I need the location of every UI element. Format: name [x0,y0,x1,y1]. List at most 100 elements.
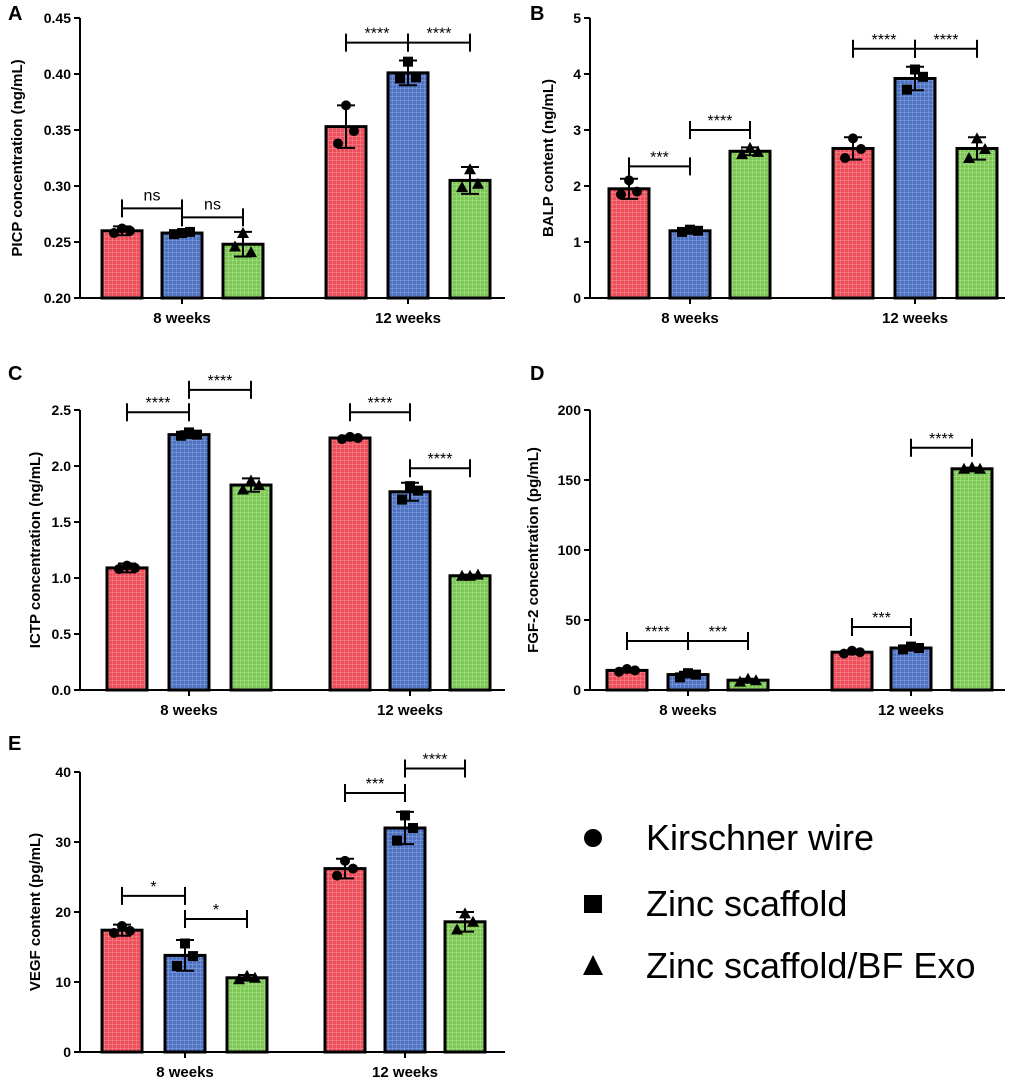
significance-label: * [150,879,156,896]
bar-c-8weeks-series2 [229,483,273,692]
y-axis-label: VEGF content (pg/mL) [27,833,44,991]
data-point-circle [337,434,347,445]
y-axis-label: PICP concentration (ng/mL) [9,59,26,256]
y-tick-label: 0.30 [44,178,71,194]
y-tick-label: 0 [573,682,581,698]
y-tick-label: 30 [55,834,71,850]
data-point-square [411,72,421,83]
data-point-square [405,481,415,492]
significance-bracket: *** [344,776,406,802]
panel-c: C ICTP concentration (ng/mL) 0.0 0.5 1.0 1.5 2… [8,363,505,719]
significance-bracket: **** [345,26,409,52]
data-point-circle [856,144,866,155]
y-tick-label: 40 [55,764,71,780]
bar-d-12weeks-series2 [950,467,994,692]
data-point-square [188,951,198,962]
data-point-circle [117,921,127,931]
bar-e-8weeks-series0 [100,928,144,1054]
data-point-square [910,64,920,75]
significance-label: **** [423,752,448,769]
y-tick-label: 0.25 [44,234,71,250]
significance-label: **** [934,32,959,49]
bar-d-12weeks-series1 [889,646,933,692]
data-point-square [691,669,701,680]
data-point-triangle [456,569,468,581]
significance-label: *** [872,610,891,627]
significance-bracket: **** [407,26,471,52]
significance-label: **** [427,26,452,43]
y-axis-label: FGF-2 concentration (pg/mL) [525,447,542,653]
data-point-triangle [459,907,471,919]
legend-label: Kirschner wire [646,817,874,858]
data-point-circle [630,665,640,676]
data-point-circle [340,855,350,866]
bar-c-8weeks-series0 [105,566,149,692]
data-point-circle [616,189,626,200]
x-tick-label: 12 weeks [372,1064,438,1081]
y-tick-label: 0.35 [44,122,71,138]
data-point-square [185,226,195,237]
x-tick-label: 12 weeks [377,702,443,719]
data-point-square [172,960,182,971]
data-point-triangle [456,181,468,193]
data-point-square [397,494,407,505]
data-point-triangle [963,152,975,163]
significance-bracket: *** [687,624,749,650]
data-point-circle [847,645,857,656]
panel-letter: C [8,363,22,385]
bar-a-8weeks-series0 [100,229,144,300]
data-point-triangle [472,177,484,189]
data-point-circle [332,870,342,881]
bar-e-12weeks-series2 [443,920,487,1054]
data-point-triangle [734,675,746,687]
data-point-triangle [237,483,249,495]
y-tick-label: 0.5 [52,626,72,642]
data-point-triangle [742,672,754,684]
data-point-square [683,668,693,679]
significance-label: ns [204,196,221,213]
y-tick-label: 0.20 [44,290,71,306]
y-tick-label: 20 [55,904,71,920]
data-point-triangle [249,971,261,983]
data-point-circle [345,431,355,442]
data-point-triangle [750,674,762,686]
square-icon [584,895,602,913]
data-point-circle [333,138,343,149]
y-tick-label: 3 [573,122,581,138]
data-point-triangle [472,568,484,580]
bar-e-12weeks-series0 [323,867,367,1054]
x-tick-label: 12 weeks [375,310,441,327]
y-tick-label: 0.0 [52,682,72,698]
legend-label: Zinc scaffold [646,883,847,924]
bar-d-12weeks-series0 [830,650,874,692]
data-point-triangle [245,246,257,258]
significance-label: *** [650,149,669,166]
data-point-circle [622,664,632,674]
data-point-square [180,938,190,949]
significance-bracket: **** [126,395,190,422]
y-tick-label: 5 [573,10,581,26]
panel-letter: D [530,363,544,385]
significance-bracket: ns [181,196,244,227]
x-tick-label: 12 weeks [878,702,944,719]
data-point-square [898,644,908,655]
y-tick-label: 0.45 [44,10,71,26]
data-point-circle [125,925,135,936]
data-point-square [902,84,912,95]
data-point-circle [117,223,127,234]
data-point-circle [855,647,865,658]
data-point-circle [109,928,119,938]
y-tick-label: 10 [55,974,71,990]
legend-item-square: Zinc scaffold [584,883,847,924]
significance-bracket: * [184,902,248,928]
data-point-triangle [451,923,463,935]
data-point-square [400,810,410,821]
significance-label: *** [366,776,385,793]
x-tick-label: 12 weeks [882,310,948,327]
data-point-triangle [974,462,986,474]
data-point-triangle [229,240,241,252]
significance-bracket: **** [404,752,466,778]
data-point-square [184,427,194,438]
y-tick-label: 1 [573,234,581,250]
data-point-circle [632,186,642,197]
